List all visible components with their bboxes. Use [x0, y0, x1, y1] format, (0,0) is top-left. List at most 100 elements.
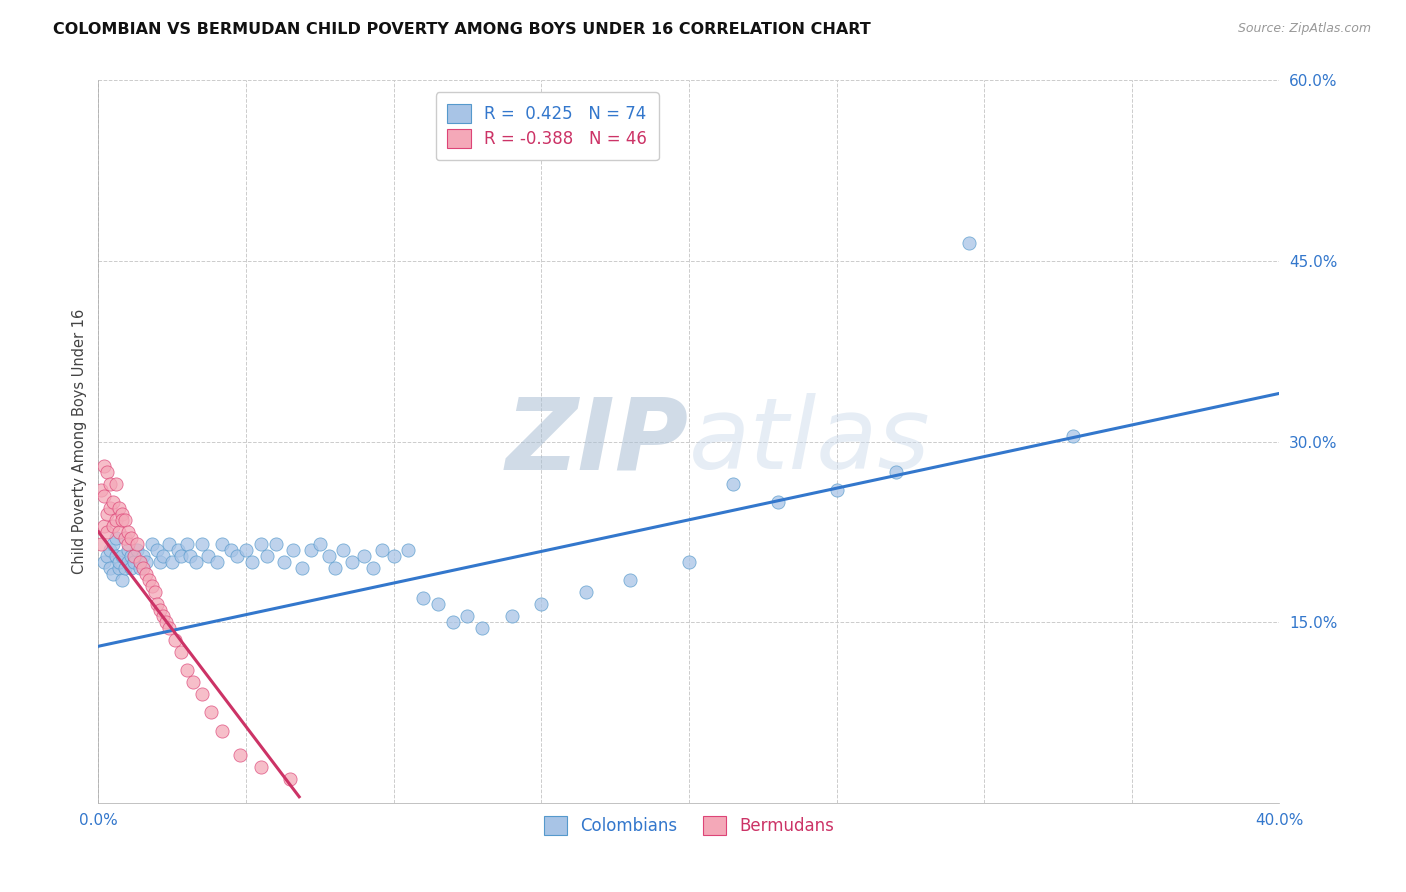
- Point: [530, 597, 553, 611]
- Point: [471, 621, 494, 635]
- Point: [111, 549, 134, 563]
- Point: [103, 537, 125, 551]
- Point: [93, 489, 115, 503]
- Point: [884, 465, 907, 479]
- Point: [157, 537, 180, 551]
- Point: [152, 549, 174, 563]
- Point: [273, 555, 295, 569]
- Point: [108, 561, 131, 575]
- Point: [575, 585, 598, 599]
- Point: [149, 603, 172, 617]
- Point: [111, 513, 134, 527]
- Point: [128, 555, 150, 569]
- Point: [200, 706, 222, 720]
- Point: [103, 518, 125, 533]
- Point: [226, 549, 249, 563]
- Point: [309, 537, 332, 551]
- Point: [299, 542, 322, 557]
- Point: [191, 537, 214, 551]
- Point: [135, 555, 157, 569]
- Point: [125, 537, 148, 551]
- Point: [361, 561, 384, 575]
- Point: [141, 579, 163, 593]
- Point: [342, 555, 364, 569]
- Point: [105, 549, 128, 563]
- Point: [117, 555, 139, 569]
- Point: [90, 483, 112, 497]
- Point: [108, 555, 131, 569]
- Point: [427, 597, 450, 611]
- Point: [170, 645, 193, 659]
- Point: [678, 555, 700, 569]
- Point: [191, 687, 214, 701]
- Point: [98, 500, 121, 515]
- Point: [179, 549, 201, 563]
- Y-axis label: Child Poverty Among Boys Under 16: Child Poverty Among Boys Under 16: [72, 309, 87, 574]
- Point: [96, 549, 118, 563]
- Point: [128, 561, 150, 575]
- Point: [165, 633, 187, 648]
- Text: COLOMBIAN VS BERMUDAN CHILD POVERTY AMONG BOYS UNDER 16 CORRELATION CHART: COLOMBIAN VS BERMUDAN CHILD POVERTY AMON…: [53, 22, 872, 37]
- Point: [323, 561, 346, 575]
- Point: [103, 494, 125, 508]
- Point: [235, 542, 257, 557]
- Point: [96, 465, 118, 479]
- Point: [619, 573, 641, 587]
- Point: [176, 537, 198, 551]
- Point: [766, 494, 789, 508]
- Point: [96, 524, 118, 539]
- Point: [120, 549, 142, 563]
- Point: [723, 476, 745, 491]
- Point: [114, 561, 136, 575]
- Point: [105, 513, 128, 527]
- Point: [291, 561, 314, 575]
- Point: [318, 549, 340, 563]
- Point: [181, 675, 204, 690]
- Point: [170, 549, 193, 563]
- Point: [240, 555, 263, 569]
- Point: [501, 609, 523, 624]
- Point: [371, 542, 394, 557]
- Point: [93, 458, 115, 473]
- Point: [117, 542, 139, 557]
- Point: [197, 549, 219, 563]
- Point: [229, 747, 252, 762]
- Point: [162, 555, 183, 569]
- Point: [825, 483, 848, 497]
- Point: [114, 531, 136, 545]
- Point: [105, 531, 128, 545]
- Point: [111, 573, 134, 587]
- Point: [108, 500, 131, 515]
- Point: [250, 537, 273, 551]
- Point: [959, 235, 981, 250]
- Point: [441, 615, 464, 630]
- Point: [412, 591, 434, 605]
- Point: [125, 542, 148, 557]
- Point: [120, 561, 142, 575]
- Point: [122, 549, 145, 563]
- Legend: Colombians, Bermudans: Colombians, Bermudans: [534, 805, 844, 845]
- Point: [283, 542, 305, 557]
- Point: [184, 555, 207, 569]
- Point: [143, 585, 166, 599]
- Point: [141, 537, 163, 551]
- Point: [111, 507, 134, 521]
- Point: [93, 518, 115, 533]
- Point: [117, 524, 139, 539]
- Point: [98, 561, 121, 575]
- Point: [264, 537, 287, 551]
- Point: [211, 537, 233, 551]
- Point: [457, 609, 479, 624]
- Point: [103, 567, 125, 582]
- Text: Source: ZipAtlas.com: Source: ZipAtlas.com: [1237, 22, 1371, 36]
- Point: [1062, 428, 1084, 442]
- Point: [108, 524, 131, 539]
- Point: [398, 542, 420, 557]
- Point: [122, 555, 145, 569]
- Point: [256, 549, 278, 563]
- Point: [146, 597, 169, 611]
- Point: [132, 561, 155, 575]
- Point: [96, 507, 118, 521]
- Point: [382, 549, 405, 563]
- Point: [157, 621, 180, 635]
